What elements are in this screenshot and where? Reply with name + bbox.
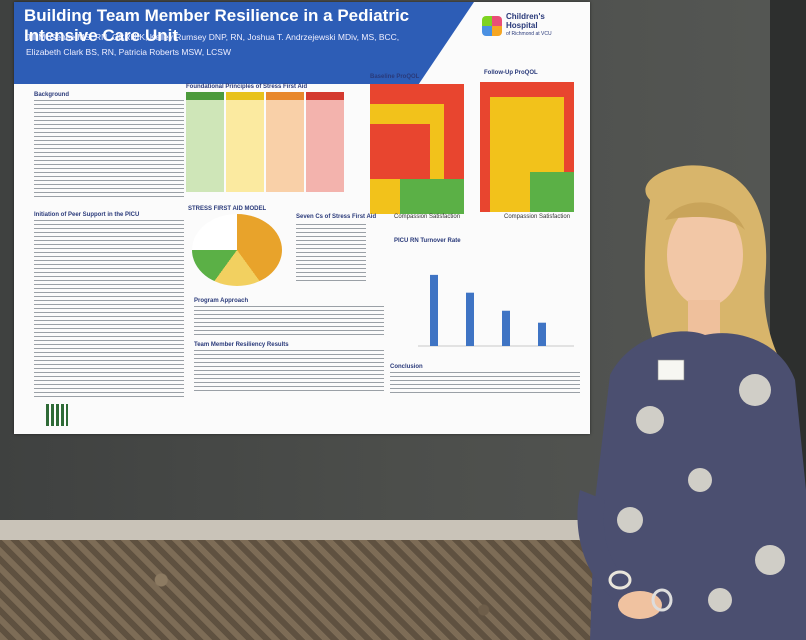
logo-line-3: of Richmond at VCU (506, 31, 552, 37)
turnover-chart-svg (418, 274, 574, 347)
seven-cs-heading: Seven Cs of Stress First Aid (296, 214, 377, 220)
presenter-figure (577, 165, 806, 640)
approach-text (194, 306, 384, 336)
results-heading: Team Member Resiliency Results (194, 342, 289, 348)
model-diagram (192, 214, 282, 286)
baseline-axis-caption: Compassion Satisfaction (394, 214, 461, 220)
authors-line-1: Jill McGehee MS, RN, CCRN-K, Kelley Rums… (26, 32, 400, 42)
stress-zones-table (186, 92, 346, 192)
approach-heading: Program Approach (194, 298, 249, 304)
followup-heatmap (480, 82, 574, 212)
conclusion-heading: Conclusion (390, 364, 423, 370)
turnover-bar-1 (430, 274, 438, 346)
baseline-heading: Baseline ProQOL (370, 74, 420, 80)
followup-axis-caption: Compassion Satisfaction (504, 214, 571, 220)
logo-text: Children's Hospital of Richmond at VCU (506, 12, 552, 39)
hospital-logo: Children's Hospital of Richmond at VCU (482, 12, 582, 46)
research-poster: Building Team Member Resilience in a Ped… (14, 2, 590, 434)
logo-icon (482, 16, 502, 36)
poster-authors: Jill McGehee MS, RN, CCRN-K, Kelley Rums… (26, 30, 426, 60)
logo-line-1: Children's (506, 12, 545, 21)
qr-code (46, 404, 68, 426)
baseline-heatmap (370, 84, 464, 214)
background-heading: Background (34, 92, 70, 98)
presenter-person (570, 160, 806, 640)
poster-title: Building Team Member Resilience in a Ped… (24, 6, 410, 45)
background-text (34, 100, 184, 200)
zone-ready (186, 92, 224, 192)
results-text (194, 350, 384, 394)
followup-heading: Follow-Up ProQOL (484, 70, 538, 76)
turnover-heading: PICU RN Turnover Rate (394, 238, 461, 244)
turnover-bar-4 (538, 322, 546, 346)
conclusion-text (390, 372, 580, 394)
foundational-heading: Foundational Principles of Stress First … (186, 84, 308, 90)
title-banner (14, 2, 474, 84)
turnover-chart (406, 250, 578, 360)
zone-reacting (226, 92, 264, 192)
zone-ill (306, 92, 344, 192)
initiation-text (34, 220, 184, 400)
turnover-bar-3 (502, 310, 510, 346)
zone-injured (266, 92, 304, 192)
logo-line-2: Hospital (506, 21, 538, 30)
initiation-heading: Initiation of Peer Support in the PICU (34, 212, 140, 218)
authors-line-2: Elizabeth Clark BS, RN, Patricia Roberts… (26, 47, 232, 57)
model-heading: STRESS FIRST AID MODEL (188, 206, 267, 212)
seven-cs-list (296, 224, 366, 284)
turnover-bar-2 (466, 292, 474, 346)
